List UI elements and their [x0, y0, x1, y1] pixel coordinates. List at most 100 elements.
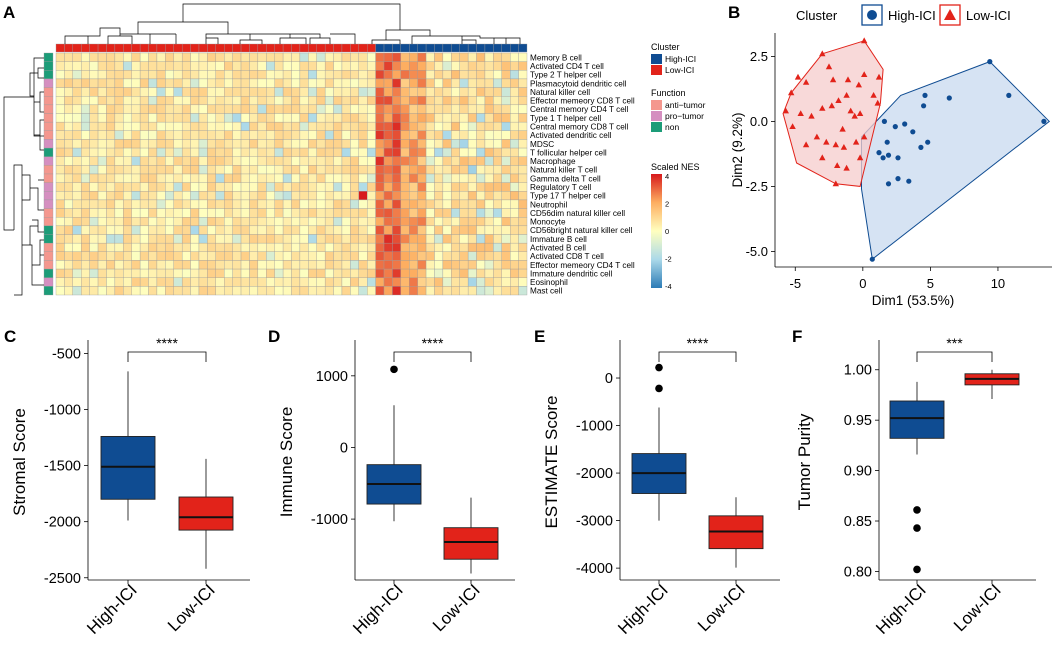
heatmap-cell [97, 156, 107, 166]
heatmap-cell [392, 104, 402, 114]
heatmap-cell [350, 139, 359, 149]
heatmap-cell [350, 260, 359, 270]
heatmap-cell [316, 147, 326, 157]
heatmap-cell [434, 234, 444, 244]
heatmap-cell [417, 156, 427, 166]
heatmap-cell [274, 78, 284, 88]
heatmap-cell [215, 260, 225, 270]
heatmap-cell [123, 208, 132, 218]
heatmap-cell [198, 78, 208, 88]
heatmap-cell [425, 242, 435, 252]
heatmap-cell [324, 217, 334, 227]
heatmap-cell [425, 165, 435, 175]
high-ici-point [884, 139, 890, 145]
heatmap-row-label: Activated dendritic cell [530, 131, 612, 140]
heatmap-cell [308, 217, 317, 227]
heatmap-cell [417, 61, 427, 71]
heatmap-cell [375, 242, 385, 252]
legend-scale-tick: -2 [665, 255, 672, 264]
heatmap-cell [156, 191, 166, 201]
heatmap-cell [434, 182, 444, 192]
heatmap-cell [207, 61, 216, 71]
heatmap-cell [417, 208, 427, 218]
legend-cluster-swatch [651, 54, 662, 64]
heatmap-cell [165, 173, 174, 183]
heatmap-cell [198, 260, 208, 270]
heatmap-cell [358, 113, 368, 123]
heatmap-cell [266, 139, 275, 149]
heatmap-cell [106, 96, 116, 106]
heatmap-cell [350, 165, 359, 175]
heatmap-cell [106, 139, 116, 149]
significance-label: *** [946, 335, 963, 351]
heatmap-cell [434, 173, 444, 183]
panel-label-e: E [534, 327, 545, 346]
heatmap-cell [240, 286, 250, 296]
heatmap-row-label: CD56dim natural killer cell [530, 209, 625, 218]
high-ici-point [892, 124, 898, 130]
heatmap-cell [123, 173, 132, 183]
heatmap-cell [89, 277, 99, 287]
low-ici-point [829, 76, 837, 83]
heatmap-cell [139, 199, 149, 209]
high-ici-box [889, 400, 945, 439]
heatmap-cell [72, 147, 82, 157]
heatmap-cell [232, 113, 242, 123]
heatmap-cell [198, 121, 208, 131]
heatmap-cell [350, 268, 359, 278]
heatmap-cell [400, 87, 410, 97]
heatmap-cell [518, 121, 528, 131]
heatmap-cell [215, 182, 225, 192]
heatmap-cell [165, 191, 174, 201]
heatmap-cell [165, 147, 174, 157]
heatmap-cell [131, 234, 141, 244]
heatmap-cell [510, 147, 519, 157]
function-annotation-cell [43, 234, 54, 244]
heatmap-cell [165, 139, 174, 149]
heatmap-cell [383, 182, 393, 192]
heatmap-cell [198, 191, 208, 201]
function-annotation-cell [43, 251, 54, 261]
heatmap-cell [123, 217, 132, 227]
heatmap-cell [274, 208, 284, 218]
heatmap-cell [316, 277, 326, 287]
significance-bracket [916, 351, 993, 362]
heatmap-cell [299, 191, 309, 201]
heatmap-cell [367, 182, 376, 192]
heatmap-cell [215, 199, 225, 209]
heatmap-cell [459, 104, 469, 114]
heatmap-cell [282, 217, 292, 227]
heatmap-cell [501, 251, 511, 261]
heatmap-cell [358, 147, 368, 157]
heatmap-cell [215, 121, 225, 131]
heatmap-cell [173, 173, 183, 183]
heatmap-cell [123, 104, 132, 114]
heatmap-cell [308, 234, 317, 244]
heatmap-cell [55, 156, 65, 166]
heatmap-cell [266, 87, 275, 97]
heatmap-cell [224, 104, 233, 114]
heatmap-cell [181, 217, 191, 227]
heatmap-cell [324, 182, 334, 192]
heatmap-cell [165, 113, 174, 123]
heatmap-cell [434, 286, 444, 296]
heatmap-cell [467, 277, 477, 287]
cluster-annotation-cell [274, 43, 284, 53]
heatmap-cell [324, 191, 334, 201]
heatmap-cell [383, 208, 393, 218]
heatmap-cell [476, 165, 486, 175]
heatmap-cell [476, 52, 486, 62]
heatmap-cell [97, 234, 107, 244]
heatmap-cell [114, 268, 124, 278]
heatmap-cell [476, 70, 486, 80]
heatmap-cell [274, 147, 284, 157]
heatmap-cell [156, 182, 166, 192]
scatter-x-label: Dim1 (53.5%) [872, 293, 955, 308]
heatmap-cell [392, 52, 402, 62]
heatmap-cell [106, 277, 116, 287]
heatmap-cell [400, 173, 410, 183]
heatmap-cell [207, 242, 216, 252]
heatmap-cell [181, 104, 191, 114]
heatmap-cell [97, 268, 107, 278]
heatmap-cell [97, 121, 107, 131]
